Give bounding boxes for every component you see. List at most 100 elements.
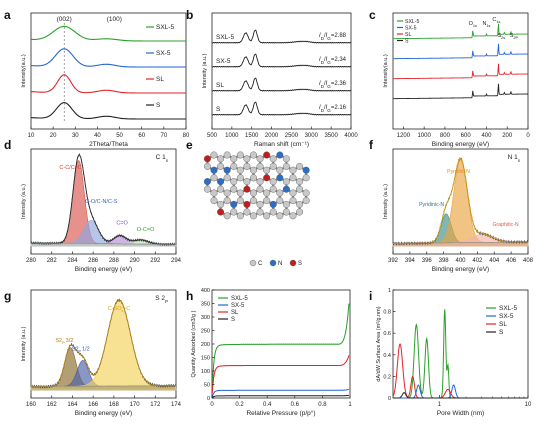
panel-letter: d xyxy=(4,138,11,152)
atom-carbon xyxy=(296,185,304,193)
atom-carbon xyxy=(289,166,297,174)
atom-carbon xyxy=(282,178,290,186)
component-label: O-C=O xyxy=(137,227,155,233)
x-tick-label: 160 xyxy=(26,402,37,408)
isotherm-adsorption-sl xyxy=(211,355,350,394)
series-line-s xyxy=(30,102,186,120)
fit-envelope xyxy=(31,299,176,388)
atom-sulfur xyxy=(203,155,211,163)
atom-carbon xyxy=(249,212,257,220)
atom-carbon xyxy=(230,162,238,170)
peak-label: C1s xyxy=(492,17,500,24)
atom-nitrogen xyxy=(282,185,290,193)
atom-sulfur xyxy=(243,185,251,193)
survey-line-sx-5 xyxy=(392,43,528,60)
raman-spectrum xyxy=(211,77,352,92)
legend-label: SXL-5 xyxy=(499,305,517,312)
component-label: Pyrrolic-N xyxy=(447,169,470,175)
panel-a: a SXL-5 SX-5 SL S (002) (100) 10 20 30 40 50 60 70 80 2… xyxy=(4,8,190,148)
atom-carbon xyxy=(296,178,304,186)
legend-label: SX-5 xyxy=(405,26,417,32)
panel-f: f N 1s Pyridinic-N Pyrrolic-N Graphitic-N 392… xyxy=(369,138,534,273)
atom-carbon xyxy=(302,197,310,205)
y-axis-label: Intensity(a.u.) xyxy=(383,54,389,87)
panel-letter: f xyxy=(369,138,374,152)
x-tick-label: 284 xyxy=(67,258,78,264)
atom-nitrogen xyxy=(210,166,218,174)
atom-carbon xyxy=(230,155,238,163)
atom-carbon xyxy=(276,166,284,174)
x-tick-label: 3000 xyxy=(305,133,319,139)
x-tick-label: 1500 xyxy=(245,133,259,139)
panel-letter: a xyxy=(4,8,11,22)
x-tick-label: 0.6 xyxy=(291,402,300,408)
panel-b: b SXL-5 ID/IG=2.88 SX-5 ID/IG=2.34 SL ID/IG=2.… xyxy=(186,8,358,148)
atom-nitrogen xyxy=(276,174,284,182)
x-tick-label: 60 xyxy=(138,133,145,139)
x-tick-label: 404 xyxy=(489,258,500,264)
x-tick-label: 40 xyxy=(94,133,101,139)
y-axis-label: Quantity Adsorbed (cm3/g ) xyxy=(191,310,197,377)
atom-carbon xyxy=(256,155,264,163)
x-tick-label: 80 xyxy=(183,133,190,139)
x-tick-label: 0 xyxy=(526,133,530,139)
x-tick-label: 172 xyxy=(150,402,161,408)
x-tick-label: 396 xyxy=(422,258,433,264)
atom-carbon xyxy=(269,185,277,193)
component-label: C-SOx-C xyxy=(108,306,130,313)
atom-carbon xyxy=(210,197,218,205)
legend-label: N xyxy=(278,261,282,267)
x-tick-label: 4000 xyxy=(344,133,358,139)
core-level-label: S 2P xyxy=(155,295,168,304)
y-axis-label: Intensity(a.u.) xyxy=(21,54,27,87)
atom-sulfur xyxy=(217,208,225,216)
series-line-sl xyxy=(30,74,186,94)
survey-line-sxl-5 xyxy=(392,23,528,40)
atom-carbon xyxy=(210,189,218,197)
psd-line-sxl-5 xyxy=(393,309,528,399)
component-label: S2P1/2 xyxy=(72,346,90,353)
x-tick-label: 168 xyxy=(109,402,120,408)
y-tick-label: 0.4 xyxy=(383,353,391,359)
atom-carbon xyxy=(276,212,284,220)
y-tick-label: 0 xyxy=(207,396,210,402)
x-tick-label: 292 xyxy=(150,258,161,264)
x-tick-label: 70 xyxy=(161,133,168,139)
atom-carbon xyxy=(217,155,225,163)
y-tick-label: 0.6 xyxy=(383,331,391,337)
atom-carbon xyxy=(223,151,231,159)
legend-label: SL xyxy=(156,76,164,83)
legend-label: SXL-5 xyxy=(156,24,174,31)
series-line-sxl-5 xyxy=(30,25,186,42)
legend-atom-c-icon xyxy=(249,259,257,267)
y-axis-label: Intensity (a.u.) xyxy=(202,53,208,88)
y-tick-label: 0.8 xyxy=(383,310,391,316)
x-axis-label: Binding energy (eV) xyxy=(432,141,489,148)
atom-nitrogen xyxy=(203,178,211,186)
y-tick-label: 400 xyxy=(201,288,210,294)
atom-carbon xyxy=(243,162,251,170)
legend-label: C xyxy=(258,261,263,267)
atom-nitrogen xyxy=(217,178,225,186)
baseline xyxy=(31,385,176,387)
atom-carbon xyxy=(203,162,211,170)
x-tick-label: 162 xyxy=(47,402,58,408)
x-tick-label: 3500 xyxy=(324,133,338,139)
atom-carbon xyxy=(230,208,238,216)
atom-carbon xyxy=(296,162,304,170)
atom-nitrogen xyxy=(276,151,284,159)
atom-carbon xyxy=(203,185,211,193)
atom-sulfur xyxy=(263,174,271,182)
atom-carbon xyxy=(282,200,290,208)
core-level-label: N 1s xyxy=(508,154,521,163)
atom-carbon xyxy=(243,208,251,216)
raman-spectrum xyxy=(211,29,352,44)
intensity-ratio: ID/IG=2.36 xyxy=(319,81,347,89)
atom-carbon xyxy=(210,174,218,182)
core-level-label: C 1s xyxy=(156,154,169,163)
atom-carbon xyxy=(249,197,257,205)
atom-carbon xyxy=(236,212,244,220)
atom-carbon xyxy=(256,178,264,186)
